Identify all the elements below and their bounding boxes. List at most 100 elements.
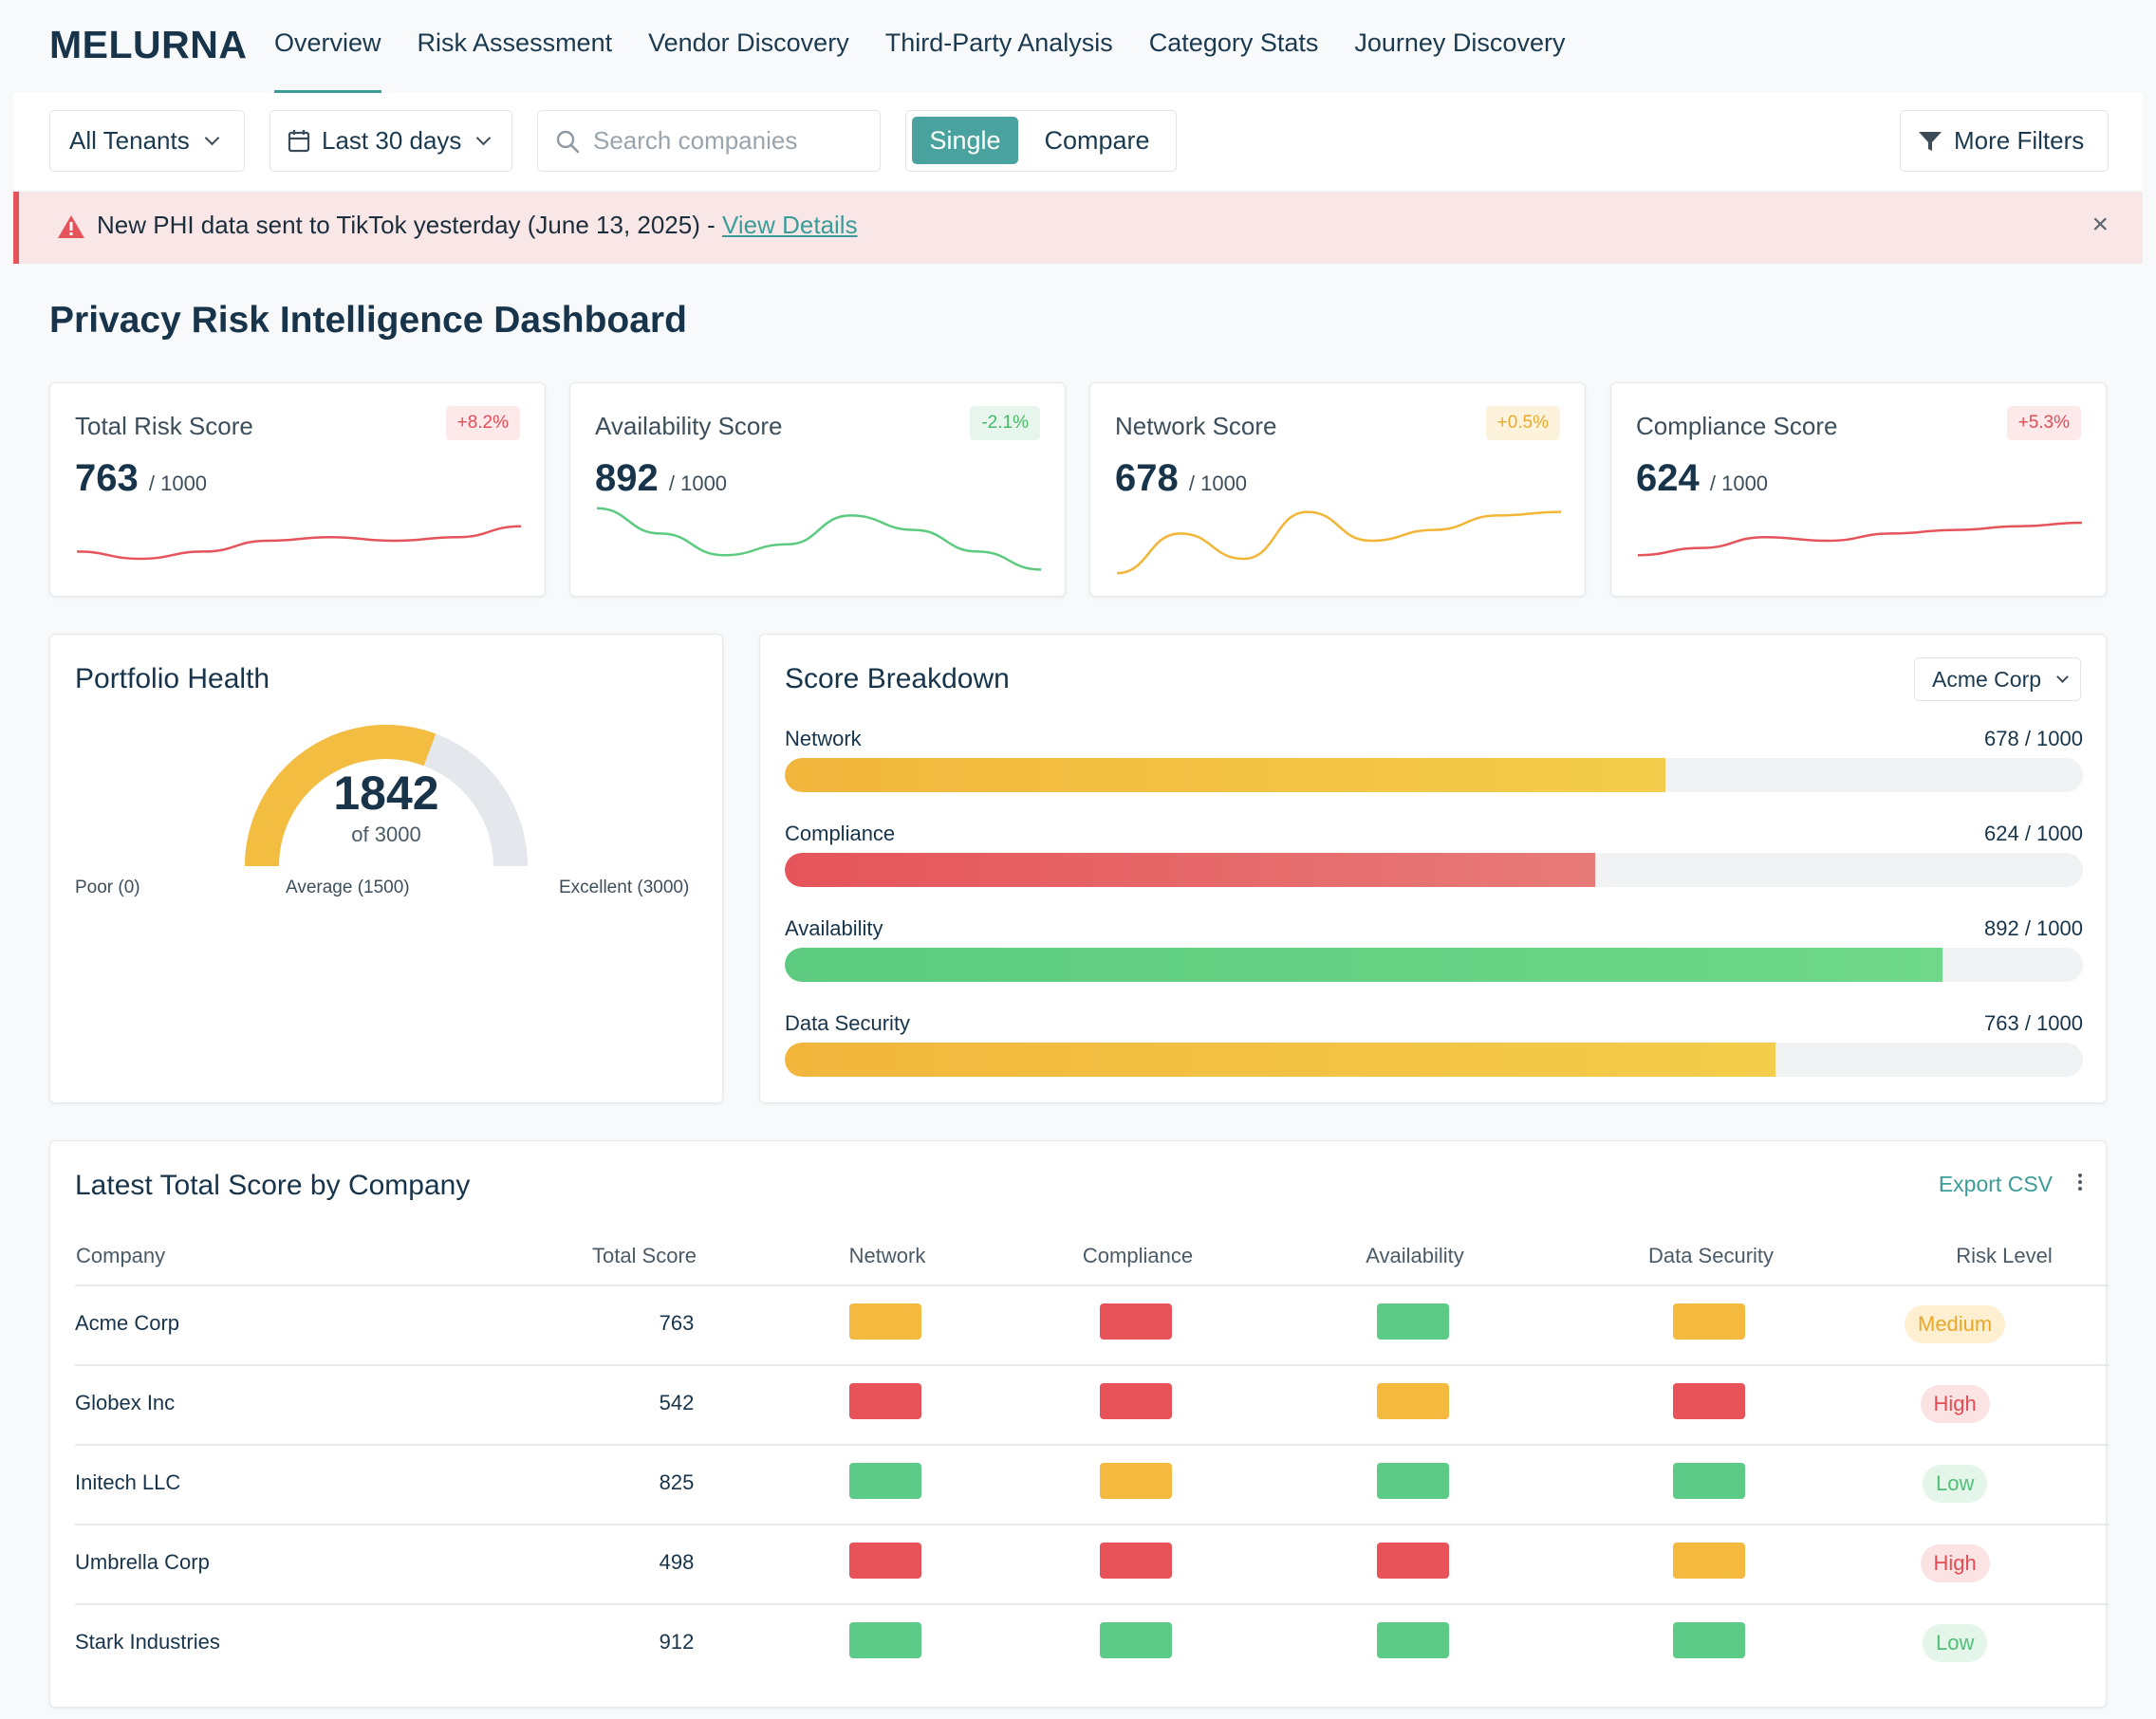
divider xyxy=(75,1524,2110,1525)
security-status-chip xyxy=(1673,1622,1745,1658)
sparkline-network xyxy=(1116,510,1562,575)
table-row[interactable]: Globex Inc 542 High xyxy=(75,1364,2110,1444)
single-mode-button[interactable]: Single xyxy=(912,117,1018,164)
more-options-icon[interactable] xyxy=(2077,1174,2083,1194)
company-name[interactable]: Globex Inc xyxy=(75,1391,176,1414)
date-range-select[interactable]: Last 30 days xyxy=(270,110,512,172)
progress-track xyxy=(785,758,2083,792)
breakdown-value: 624 / 1000 xyxy=(1984,822,2083,845)
search-box[interactable] xyxy=(537,110,881,172)
tab-category-stats[interactable]: Category Stats xyxy=(1148,28,1319,57)
breakdown-label: Availability xyxy=(785,916,883,940)
total-score: 498 xyxy=(659,1550,695,1574)
table-row[interactable]: Acme Corp 763 Medium xyxy=(75,1285,2110,1364)
company-name[interactable]: Umbrella Corp xyxy=(75,1550,210,1574)
date-range-label: Last 30 days xyxy=(322,126,462,155)
chevron-down-icon xyxy=(476,130,492,146)
delta-badge: +5.3% xyxy=(2006,406,2081,440)
breakdown-row-availability: Availability 892 / 1000 xyxy=(785,916,2083,992)
breakdown-value: 678 / 1000 xyxy=(1984,727,2083,750)
header-risk-level[interactable]: Risk Level xyxy=(1956,1244,2053,1267)
breakdown-value: 892 / 1000 xyxy=(1984,916,2083,940)
kpi-unit: / 1000 xyxy=(148,471,208,495)
kpi-unit: / 1000 xyxy=(1188,471,1248,495)
search-input[interactable] xyxy=(593,126,878,156)
sparkline-path xyxy=(1116,510,1562,575)
header-availability[interactable]: Availability xyxy=(1366,1244,1464,1267)
table-row[interactable]: Stark Industries 912 Low xyxy=(75,1603,2110,1683)
company-name[interactable]: Stark Industries xyxy=(75,1630,220,1654)
header-network[interactable]: Network xyxy=(848,1244,926,1267)
warning-icon xyxy=(58,215,84,238)
sparkline-compliance xyxy=(1637,521,2083,557)
breakdown-value: 763 / 1000 xyxy=(1984,1011,2083,1035)
delta-badge: -2.1% xyxy=(970,406,1040,440)
header-data-security[interactable]: Data Security xyxy=(1647,1244,1775,1267)
compliance-status-chip xyxy=(1100,1622,1172,1658)
gauge-label-excellent: Excellent (3000) xyxy=(559,878,690,897)
kpi-card-total-risk[interactable]: Total Risk Score +8.2% 763 / 1000 xyxy=(49,382,546,597)
tab-third-party-analysis[interactable]: Third-Party Analysis xyxy=(884,28,1113,57)
progress-fill xyxy=(785,1043,1775,1077)
risk-level-badge: Low xyxy=(1923,1624,1988,1662)
divider xyxy=(75,1364,2110,1366)
sparkline-path xyxy=(76,525,522,561)
company-name[interactable]: Acme Corp xyxy=(75,1311,180,1335)
gauge-label-average: Average (1500) xyxy=(286,878,410,897)
tab-risk-assessment[interactable]: Risk Assessment xyxy=(417,28,613,57)
table-row[interactable]: Initech LLC 825 Low xyxy=(75,1444,2110,1524)
kpi-card-availability[interactable]: Availability Score -2.1% 892 / 1000 xyxy=(569,382,1066,597)
sparkline-total-risk xyxy=(76,525,522,561)
view-details-link[interactable]: View Details xyxy=(722,211,858,239)
export-csv-button[interactable]: Export CSV xyxy=(1938,1172,2053,1196)
header-total-score[interactable]: Total Score xyxy=(591,1244,697,1267)
top-nav: MELURNA Overview Risk Assessment Vendor … xyxy=(0,0,2156,93)
tab-vendor-discovery[interactable]: Vendor Discovery xyxy=(648,28,849,57)
availability-status-chip xyxy=(1377,1543,1449,1579)
tenant-select[interactable]: All Tenants xyxy=(49,110,245,172)
alert-text: New PHI data sent to TikTok yesterday (J… xyxy=(97,211,722,239)
company-select[interactable]: Acme Corp xyxy=(1914,657,2081,701)
kpi-value: 624 / 1000 xyxy=(1636,457,1768,500)
filter-bar: All Tenants Last 30 days Single Compare … xyxy=(13,93,2143,190)
compliance-status-chip xyxy=(1100,1463,1172,1499)
tab-journey-discovery[interactable]: Journey Discovery xyxy=(1354,28,1566,57)
availability-status-chip xyxy=(1377,1463,1449,1499)
company-name[interactable]: Initech LLC xyxy=(75,1470,181,1494)
kpi-card-compliance[interactable]: Compliance Score +5.3% 624 / 1000 xyxy=(1610,382,2107,597)
compare-mode-button[interactable]: Compare xyxy=(1044,126,1150,155)
alert-banner: New PHI data sent to TikTok yesterday (J… xyxy=(13,192,2143,264)
delta-badge: +8.2% xyxy=(445,406,520,440)
close-icon[interactable]: × xyxy=(2091,209,2109,240)
network-status-chip xyxy=(849,1463,921,1499)
kpi-label: Compliance Score xyxy=(1636,412,1838,440)
more-filters-button[interactable]: More Filters xyxy=(1900,110,2109,172)
breakdown-row-network: Network 678 / 1000 xyxy=(785,727,2083,803)
header-compliance[interactable]: Compliance xyxy=(1082,1244,1194,1267)
total-score: 763 xyxy=(659,1311,695,1335)
tab-overview[interactable]: Overview xyxy=(256,0,400,93)
progress-track xyxy=(785,853,2083,887)
compliance-status-chip xyxy=(1100,1303,1172,1340)
alert-message: New PHI data sent to TikTok yesterday (J… xyxy=(97,211,858,240)
security-status-chip xyxy=(1673,1303,1745,1340)
header-company[interactable]: Company xyxy=(76,1244,166,1267)
nav-tabs: Overview Risk Assessment Vendor Discover… xyxy=(256,0,1583,93)
sparkline-path xyxy=(1637,521,2083,557)
availability-status-chip xyxy=(1377,1383,1449,1419)
compliance-status-chip xyxy=(1100,1543,1172,1579)
sparkline-path xyxy=(596,507,1042,571)
progress-track xyxy=(785,948,2083,982)
security-status-chip xyxy=(1673,1543,1745,1579)
portfolio-score: 1842 xyxy=(333,767,439,820)
table-row[interactable]: Umbrella Corp 498 High xyxy=(75,1524,2110,1603)
more-filters-label: More Filters xyxy=(1954,126,2085,155)
kpi-card-network[interactable]: Network Score +0.5% 678 / 1000 xyxy=(1089,382,1586,597)
risk-level-badge: Low xyxy=(1923,1465,1988,1503)
chevron-down-icon xyxy=(204,130,219,146)
breakdown-label: Compliance xyxy=(785,822,896,845)
availability-status-chip xyxy=(1377,1303,1449,1340)
tenant-select-label: All Tenants xyxy=(69,126,190,155)
breakdown-label: Network xyxy=(785,727,862,750)
gauge-fill xyxy=(245,725,437,867)
